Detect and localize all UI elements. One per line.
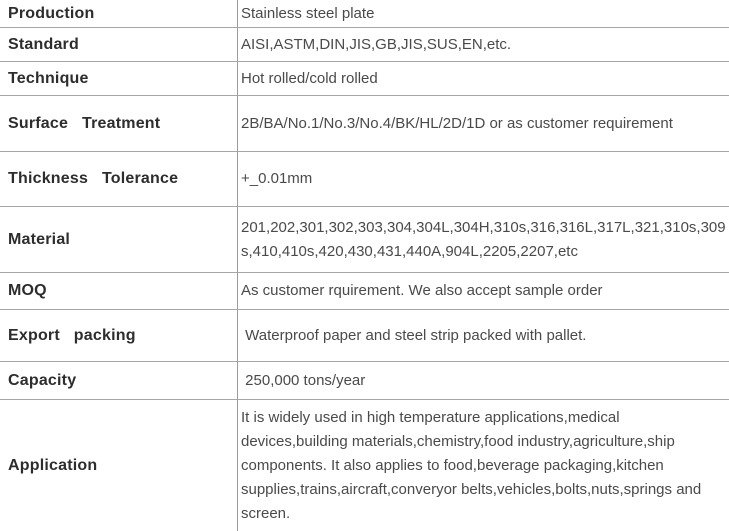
row-label: Material [8,230,71,248]
row-value: AISI,ASTM,DIN,JIS,GB,JIS,SUS,EN,etc. [237,28,729,61]
row-label: Thickness Tolerance [8,170,179,187]
row-value-text: Waterproof paper and steel strip packed … [241,326,587,344]
row-value: Hot rolled/cold rolled [237,62,729,95]
row-value-text: 2B/BA/No.1/No.3/No.4/BK/HL/2D/1D or as c… [241,114,673,132]
row-label: Standard [8,35,79,53]
row-value-text: 201,202,301,302,303,304,304L,304H,310s,3… [241,218,726,260]
table-row: Surface Treatment 2B/BA/No.1/No.3/No.4/B… [0,96,729,152]
row-value-text: 250,000 tons/year [241,371,366,389]
row-value: Waterproof paper and steel strip packed … [237,310,729,361]
row-value: Stainless steel plate [237,0,729,27]
row-label: Technique [8,69,89,87]
row-value-text: It is widely used in high temperature ap… [241,408,706,522]
table-row: Technique Hot rolled/cold rolled [0,62,729,96]
row-value: +_0.01mm [237,152,729,206]
table-row: Capacity 250,000 tons/year [0,362,729,400]
row-label: Surface Treatment [8,114,161,132]
table-row: Production Stainless steel plate [0,0,729,28]
row-label: Export packing [8,326,136,344]
row-value-text: As customer rquirement. We also accept s… [241,282,603,299]
row-value: As customer rquirement. We also accept s… [237,273,729,309]
row-value: 2B/BA/No.1/No.3/No.4/BK/HL/2D/1D or as c… [237,96,729,151]
row-value-text: +_0.01mm [241,170,313,187]
table-row: Export packing Waterproof paper and stee… [0,310,729,362]
row-label: Application [8,456,98,474]
row-value-text: AISI,ASTM,DIN,JIS,GB,JIS,SUS,EN,etc. [241,35,512,53]
row-value: 201,202,301,302,303,304,304L,304H,310s,3… [237,207,729,272]
row-label: MOQ [8,282,47,299]
table-row: Thickness Tolerance +_0.01mm [0,152,729,207]
table-row: MOQ As customer rquirement. We also acce… [0,273,729,310]
row-label: Capacity [8,371,77,389]
row-label: Production [8,4,95,22]
row-value-text: Hot rolled/cold rolled [241,69,378,87]
row-value-text: Stainless steel plate [241,4,375,22]
row-value: It is widely used in high temperature ap… [237,400,729,531]
table-row: Material 201,202,301,302,303,304,304L,30… [0,207,729,273]
table-row: Standard AISI,ASTM,DIN,JIS,GB,JIS,SUS,EN… [0,28,729,62]
row-value: 250,000 tons/year [237,362,729,399]
table-row: Application It is widely used in high te… [0,400,729,531]
